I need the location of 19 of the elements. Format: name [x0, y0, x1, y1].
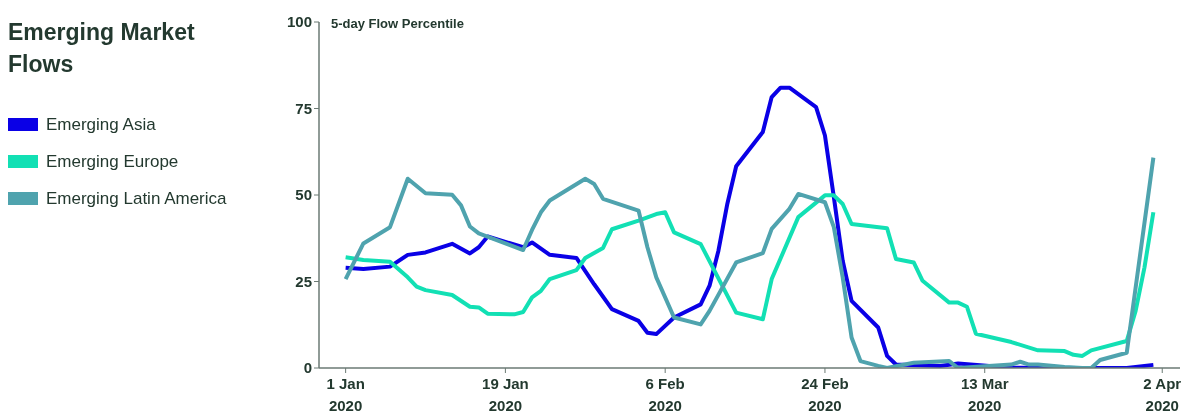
line-series — [343, 85, 1156, 368]
line-series — [343, 155, 1156, 368]
legend-label: Emerging Latin America — [46, 188, 227, 209]
x-tick-label: 24 Feb 2020 — [801, 375, 849, 412]
x-tick-label: 1 Jan 2020 — [326, 375, 365, 412]
x-tick-label: 13 Mar 2020 — [960, 375, 1009, 412]
legend-label: Emerging Asia — [46, 114, 156, 135]
y-tick-label: 75 — [295, 99, 312, 117]
y-axis-title: 5-day Flow Percentile — [331, 16, 464, 31]
line-series — [343, 193, 1156, 358]
legend-label: Emerging Europe — [46, 151, 179, 172]
y-tick-label: 100 — [286, 13, 312, 31]
x-tick-label: 19 Jan 2020 — [482, 375, 529, 412]
y-tick-label: 50 — [295, 186, 312, 204]
y-tick-label: 0 — [303, 359, 312, 377]
text: Emerging Market Flows — [8, 18, 196, 79]
x-tick-label: 6 Feb 2020 — [645, 375, 685, 412]
x-tick-label: 2 Apr 2020 — [1143, 375, 1182, 412]
y-tick-label: 25 — [295, 272, 312, 290]
